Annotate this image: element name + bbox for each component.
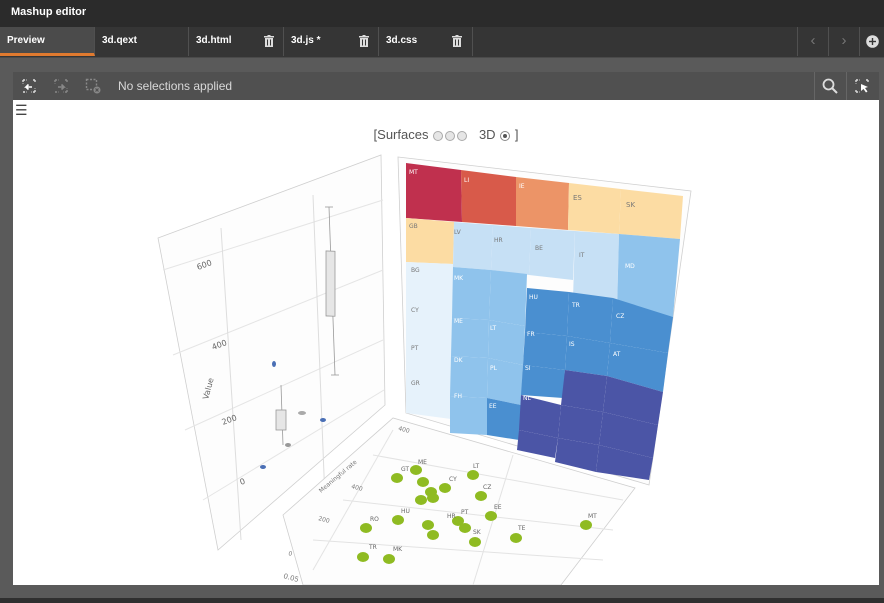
radio-surface-2[interactable] bbox=[445, 130, 456, 141]
toolbar-divider bbox=[846, 72, 847, 100]
treemap-label: FR bbox=[527, 331, 535, 338]
scatter-label: TR bbox=[368, 544, 377, 551]
title-bar: Mashup editor bbox=[0, 0, 884, 27]
radio-3d[interactable] bbox=[500, 130, 511, 141]
tab-label: 3d.css bbox=[386, 35, 418, 46]
scatter-label: HR bbox=[447, 513, 456, 520]
scatter-tick: 200 bbox=[317, 515, 330, 525]
tab-3d-html[interactable]: 3d.html bbox=[189, 27, 284, 56]
scatter-label: CY bbox=[449, 476, 457, 483]
treemap-label: GB bbox=[409, 223, 418, 230]
scatter-label: HU bbox=[401, 508, 410, 515]
treemap-label: ME bbox=[454, 318, 463, 325]
app-title: Mashup editor bbox=[11, 6, 87, 18]
treemap-label: MD bbox=[625, 263, 635, 270]
treemap-label: TR bbox=[571, 302, 580, 309]
treemap-label: LV bbox=[454, 229, 462, 236]
treemap-label: PT bbox=[411, 345, 419, 352]
tab-3d-qext[interactable]: 3d.qext bbox=[95, 27, 189, 56]
scatter-label: GT bbox=[401, 466, 409, 473]
scatter-label: PT bbox=[461, 509, 469, 516]
scatter-label: EE bbox=[494, 504, 502, 511]
scatter-label: MK bbox=[393, 546, 403, 553]
scatter-label: RO bbox=[370, 516, 379, 523]
treemap-label: MT bbox=[409, 169, 418, 176]
scatter-tick: 0.05 bbox=[282, 572, 299, 584]
treemap-label: FH bbox=[454, 393, 462, 400]
tab-label: 3d.qext bbox=[102, 35, 138, 46]
step-back-icon[interactable] bbox=[21, 78, 37, 94]
boxplot-tick: 0 bbox=[239, 477, 247, 487]
treemap-label: IS bbox=[569, 341, 575, 348]
scatter-tick: 400 bbox=[350, 483, 363, 493]
treemap-label: HU bbox=[529, 294, 538, 301]
tab-label: 3d.js * bbox=[291, 35, 321, 46]
selections-status: No selections applied bbox=[118, 79, 233, 93]
tab-scroll-left-button[interactable]: ‹ bbox=[797, 27, 828, 56]
switcher-close: ] bbox=[514, 127, 519, 142]
scatter-label: LT bbox=[473, 463, 480, 470]
treemap-label: HR bbox=[494, 237, 503, 244]
plus-circle-icon bbox=[865, 35, 879, 48]
3d-scene[interactable]: 600 400 200 0 Value bbox=[13, 100, 879, 585]
treemap-label: PL bbox=[490, 365, 498, 372]
scatter-label: MT bbox=[588, 513, 597, 520]
trash-icon[interactable] bbox=[452, 35, 462, 47]
treemap-panel: MT LI IE ES SK GB LV HR BE IT MD BG CY P… bbox=[397, 156, 692, 486]
trash-icon[interactable] bbox=[264, 35, 274, 47]
search-icon[interactable] bbox=[822, 78, 838, 94]
scatter-tick: 400 bbox=[397, 425, 410, 435]
treemap-label: LT bbox=[490, 325, 497, 332]
treemap-label: IT bbox=[579, 252, 585, 259]
treemap-label: CY bbox=[411, 307, 419, 314]
treemap-label: BE bbox=[535, 245, 543, 252]
add-tab-button[interactable] bbox=[859, 27, 884, 56]
tab-bar: Preview 3d.qext 3d.html 3d.js * 3d.css ‹… bbox=[0, 27, 884, 58]
radio-surface-3[interactable] bbox=[457, 130, 468, 141]
scatter-label: SK bbox=[473, 529, 482, 536]
radio-surface-1[interactable] bbox=[433, 130, 444, 141]
treemap-label: BG bbox=[411, 267, 420, 274]
mashup-preview-canvas: ☰ [Surfaces 3D ] 600 400 200 0 Value bbox=[13, 100, 879, 585]
tab-preview[interactable]: Preview bbox=[0, 27, 95, 56]
treemap-label: AT bbox=[613, 351, 621, 358]
tab-3d-js[interactable]: 3d.js * bbox=[284, 27, 379, 56]
scatter-label: TE bbox=[517, 525, 526, 532]
treemap-label: LI bbox=[464, 177, 469, 184]
scatter-label: ME bbox=[418, 459, 427, 466]
treemap-label: MK bbox=[454, 275, 464, 282]
selections-toolbar: No selections applied bbox=[13, 72, 879, 100]
switcher-mode-label: 3D bbox=[478, 127, 496, 142]
scatter-panel: 400 400 200 0 0.05 Meaningful rate bbox=[282, 417, 636, 585]
treemap-label: EE bbox=[489, 403, 497, 410]
scatter-label: CZ bbox=[483, 484, 491, 491]
treemap-label: SI bbox=[525, 365, 531, 372]
scatter-tick: 0 bbox=[287, 550, 293, 558]
treemap-label: GR bbox=[411, 380, 420, 387]
treemap-label: DK bbox=[454, 357, 464, 364]
treemap-label: SK bbox=[626, 201, 635, 209]
bottom-border bbox=[0, 598, 884, 603]
treemap-label: ES bbox=[573, 194, 582, 202]
toolbar-divider bbox=[814, 72, 815, 100]
tab-scroll-right-button[interactable]: › bbox=[828, 27, 859, 56]
boxplot-panel: 600 400 200 0 Value bbox=[157, 154, 386, 551]
clear-selections-icon[interactable] bbox=[85, 78, 101, 94]
tab-label: Preview bbox=[7, 35, 45, 46]
treemap-label: NL bbox=[523, 395, 531, 402]
view-switcher: [Surfaces 3D ] bbox=[13, 127, 879, 142]
selection-tool-icon[interactable] bbox=[854, 78, 870, 94]
step-forward-icon[interactable] bbox=[53, 78, 69, 94]
trash-icon[interactable] bbox=[359, 35, 369, 47]
tab-3d-css[interactable]: 3d.css bbox=[379, 27, 473, 56]
tab-label: 3d.html bbox=[196, 35, 232, 46]
menu-icon[interactable]: ☰ bbox=[15, 102, 28, 118]
treemap-label: IE bbox=[519, 183, 525, 190]
treemap-label: CZ bbox=[616, 313, 624, 320]
switcher-open: [Surfaces bbox=[373, 127, 429, 142]
